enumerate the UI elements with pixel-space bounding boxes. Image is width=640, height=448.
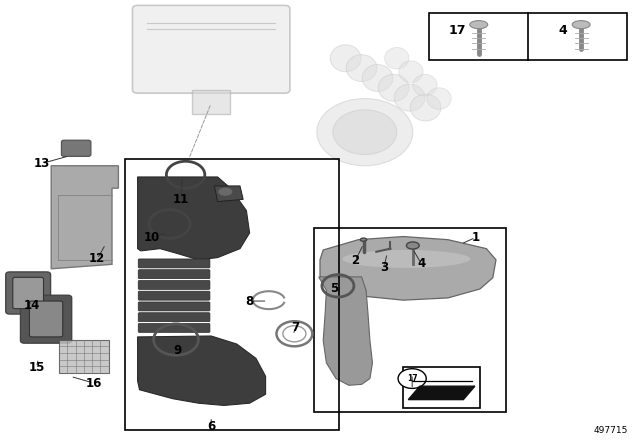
Ellipse shape xyxy=(394,84,425,111)
Circle shape xyxy=(317,99,413,166)
Ellipse shape xyxy=(342,250,470,268)
Text: 14: 14 xyxy=(24,299,40,312)
Circle shape xyxy=(398,369,426,388)
FancyBboxPatch shape xyxy=(20,295,72,343)
Text: 1: 1 xyxy=(472,231,479,244)
FancyBboxPatch shape xyxy=(138,259,210,268)
Ellipse shape xyxy=(413,74,437,96)
Bar xyxy=(192,90,230,114)
Polygon shape xyxy=(138,177,250,260)
Text: 5: 5 xyxy=(330,281,338,295)
Bar xyxy=(429,13,627,60)
FancyBboxPatch shape xyxy=(6,272,51,314)
Ellipse shape xyxy=(218,188,232,196)
Text: 10: 10 xyxy=(143,231,160,244)
Bar xyxy=(125,159,339,430)
Ellipse shape xyxy=(330,45,361,72)
Bar xyxy=(403,367,480,408)
Ellipse shape xyxy=(362,65,393,91)
FancyBboxPatch shape xyxy=(138,280,210,289)
Text: 16: 16 xyxy=(85,376,102,390)
Bar xyxy=(314,228,506,412)
Text: 12: 12 xyxy=(89,252,106,266)
Text: 11: 11 xyxy=(173,193,189,206)
Text: 15: 15 xyxy=(28,361,45,374)
Ellipse shape xyxy=(346,55,377,82)
Text: 9: 9 xyxy=(174,344,182,357)
Text: 4: 4 xyxy=(417,257,425,270)
FancyBboxPatch shape xyxy=(13,277,44,309)
FancyBboxPatch shape xyxy=(132,5,290,93)
Text: 7: 7 xyxy=(292,320,300,334)
Text: 4: 4 xyxy=(559,23,568,37)
Ellipse shape xyxy=(378,74,409,101)
Polygon shape xyxy=(319,277,372,385)
FancyBboxPatch shape xyxy=(138,313,210,322)
FancyBboxPatch shape xyxy=(138,323,210,332)
Ellipse shape xyxy=(406,242,419,249)
Ellipse shape xyxy=(399,61,423,82)
FancyBboxPatch shape xyxy=(138,291,210,300)
Polygon shape xyxy=(138,336,266,405)
Polygon shape xyxy=(51,166,118,269)
FancyBboxPatch shape xyxy=(61,140,91,156)
FancyBboxPatch shape xyxy=(138,302,210,311)
Text: 17: 17 xyxy=(407,374,417,383)
Text: 6: 6 xyxy=(207,420,215,433)
Ellipse shape xyxy=(427,88,451,109)
Text: 3: 3 xyxy=(380,260,388,274)
Ellipse shape xyxy=(470,21,488,29)
Ellipse shape xyxy=(410,94,441,121)
Ellipse shape xyxy=(385,47,409,69)
Text: 17: 17 xyxy=(449,23,467,37)
Polygon shape xyxy=(320,237,496,300)
Text: 497715: 497715 xyxy=(594,426,628,435)
FancyBboxPatch shape xyxy=(138,270,210,279)
Bar xyxy=(59,340,109,373)
FancyBboxPatch shape xyxy=(29,301,63,337)
Circle shape xyxy=(333,110,397,155)
Ellipse shape xyxy=(360,238,367,241)
Polygon shape xyxy=(214,186,243,202)
Text: 13: 13 xyxy=(33,157,50,170)
Polygon shape xyxy=(408,386,475,400)
Ellipse shape xyxy=(572,21,590,29)
Text: 8: 8 xyxy=(246,294,253,308)
Text: 2: 2 xyxy=(351,254,359,267)
